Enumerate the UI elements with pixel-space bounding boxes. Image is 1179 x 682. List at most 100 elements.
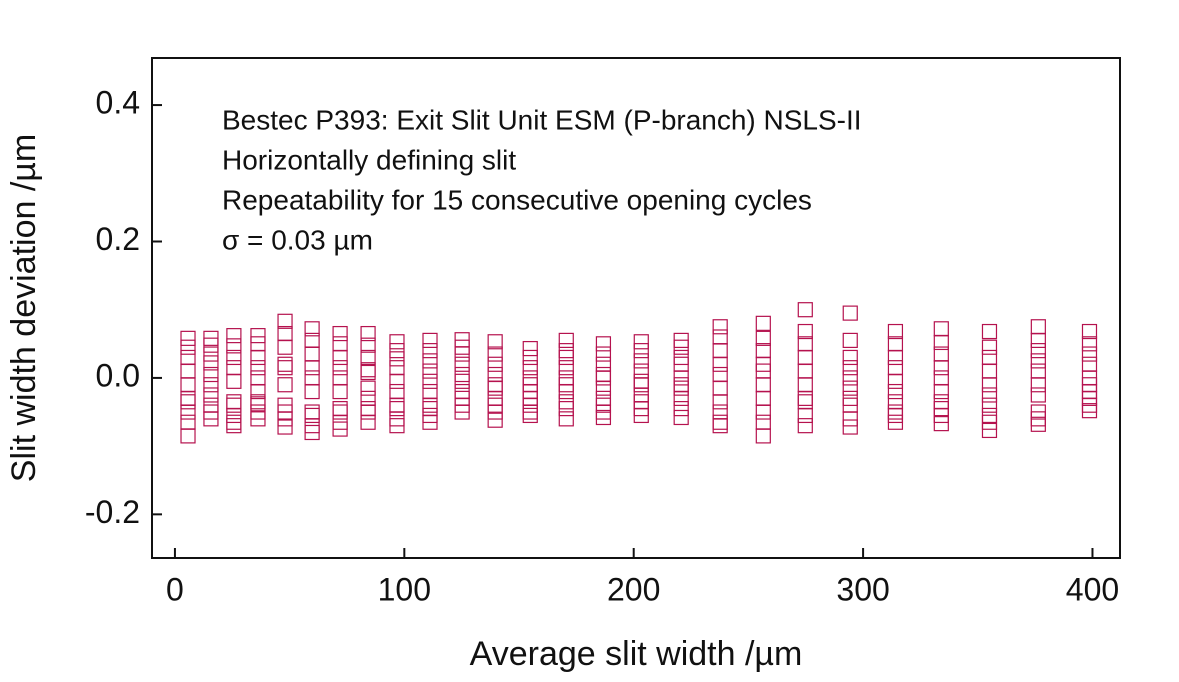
point: [797, 407, 813, 424]
point: [332, 325, 348, 342]
point: [712, 418, 728, 434]
point: [712, 319, 728, 335]
point: [422, 397, 438, 413]
point: [842, 332, 858, 349]
point: [360, 390, 376, 406]
point: [180, 330, 196, 346]
point: [755, 414, 771, 430]
point: [226, 360, 242, 376]
annotation: Repeatability for 15 consecutive opening…: [222, 184, 812, 215]
point: [304, 370, 320, 386]
point: [332, 404, 348, 420]
point: [595, 370, 612, 386]
point: [389, 397, 405, 413]
point: [522, 360, 538, 376]
point: [360, 325, 376, 342]
point: [277, 419, 293, 435]
point: [277, 313, 293, 329]
point: [360, 380, 376, 396]
point: [522, 340, 538, 357]
point: [712, 394, 728, 410]
point: [595, 346, 612, 362]
point: [332, 336, 348, 352]
point: [842, 411, 858, 427]
point: [304, 346, 320, 362]
point: [454, 356, 470, 372]
point: [277, 360, 293, 376]
point: [360, 364, 376, 381]
point: [389, 360, 405, 376]
point: [332, 401, 348, 417]
point: [933, 360, 949, 376]
point: [558, 401, 574, 417]
point: [797, 394, 813, 410]
point: [422, 414, 438, 430]
point: [332, 360, 348, 376]
point: [712, 414, 728, 430]
point: [487, 412, 503, 428]
point: [304, 321, 320, 337]
point: [842, 360, 858, 376]
point: [1081, 323, 1098, 340]
point: [1030, 377, 1046, 393]
point: [595, 380, 612, 396]
point: [389, 373, 405, 389]
point: [277, 339, 293, 355]
point: [981, 397, 998, 413]
point: [487, 404, 503, 420]
point: [522, 407, 538, 424]
point: [755, 377, 771, 393]
point: [933, 370, 949, 386]
point: [887, 349, 904, 366]
point: [633, 334, 649, 350]
point: [250, 328, 266, 344]
point: [981, 387, 998, 403]
point: [558, 360, 574, 376]
point: [277, 356, 293, 372]
point: [203, 346, 219, 362]
point: [1030, 416, 1046, 432]
point: [487, 380, 503, 396]
point: [360, 349, 376, 366]
point: [203, 387, 219, 403]
point: [558, 332, 574, 349]
x-tick-label: 300: [836, 571, 889, 607]
point: [332, 421, 348, 437]
point: [1030, 353, 1046, 369]
point: [981, 414, 998, 430]
point: [887, 360, 904, 376]
point: [226, 418, 242, 434]
point: [842, 370, 858, 386]
point: [981, 349, 998, 366]
point: [389, 343, 405, 359]
point: [1030, 319, 1046, 335]
point: [304, 360, 320, 376]
point: [250, 396, 266, 412]
point: [595, 356, 612, 372]
point: [226, 328, 242, 344]
point: [755, 404, 771, 420]
point: [981, 377, 998, 393]
point: [1081, 346, 1098, 362]
point: [933, 383, 949, 400]
point: [332, 383, 348, 400]
point: [487, 334, 503, 350]
point: [203, 355, 219, 371]
point: [797, 390, 813, 406]
y-tick-label: 0.4: [96, 85, 140, 121]
y-tick-label: 0.0: [96, 357, 140, 393]
point: [712, 404, 728, 420]
point: [842, 419, 858, 435]
point: [712, 366, 728, 383]
point: [933, 321, 949, 337]
point: [454, 346, 470, 362]
point: [226, 394, 242, 410]
point: [633, 377, 649, 393]
point: [797, 302, 813, 318]
y-axis-title: Slit width deviation /µm: [5, 134, 43, 482]
point: [755, 428, 771, 444]
point: [422, 373, 438, 389]
point: [755, 315, 771, 331]
point: [933, 334, 949, 351]
point: [226, 349, 242, 366]
